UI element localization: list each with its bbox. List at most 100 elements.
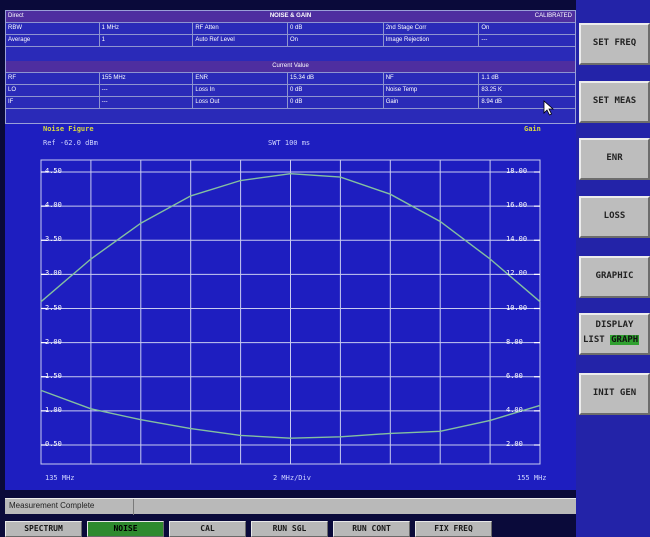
run-cont-softkey[interactable]: RUN CONT [333, 521, 410, 537]
gain-tick-label: 16.00 [506, 201, 528, 210]
graphic-label: GRAPHIC [595, 271, 634, 281]
setting-label: Image Rejection [383, 35, 480, 47]
status-divider [133, 499, 134, 515]
display-label: DISPLAY [595, 320, 634, 330]
calibration-status: CALIBRATED [534, 13, 572, 19]
gain-tick-label: 8.00 [506, 337, 523, 346]
mouse-cursor-icon [543, 100, 555, 116]
noise-figure-tick-label: 0.50 [45, 440, 62, 448]
noise-figure-tick-label: 2.50 [45, 303, 62, 312]
setting-label: RBW [6, 23, 100, 35]
setting-value: 0 dB [288, 23, 384, 35]
noise-figure-tick-label: 1.00 [45, 405, 62, 414]
noise-figure-tick-label: 3.50 [45, 235, 62, 244]
value-reading: --- [99, 97, 194, 109]
gain-tick-label: 6.00 [506, 371, 523, 380]
value-label: Noise Temp [383, 85, 480, 97]
set-meas-label: SET MEAS [592, 96, 637, 106]
gain-tick-label: 18.00 [506, 167, 528, 175]
setting-value: 1 [99, 35, 194, 47]
init-gen-softkey[interactable]: INIT GEN [579, 373, 650, 415]
gain-tick-label: 14.00 [506, 235, 528, 244]
noise-figure-tick-label: 4.50 [45, 167, 62, 175]
plot-grid [40, 159, 541, 465]
noise-figure-tick-label: 4.00 [45, 201, 62, 210]
value-label: Loss Out [193, 97, 289, 109]
measurement-title: NOISE & GAIN [269, 13, 312, 19]
graph-panel: Noise Figure Gain Ref -62.0 dBm SWT 100 … [5, 124, 576, 490]
setting-value: 1 MHz [99, 23, 194, 35]
measurement-info-table: Direct NOISE & GAIN CALIBRATED RBW 1 MHz… [5, 10, 576, 124]
setting-value: On [479, 23, 576, 35]
setting-label: 2nd Stage Corr [383, 23, 480, 35]
init-gen-label: INIT GEN [592, 388, 637, 398]
noise-figure-trace [40, 389, 541, 439]
setting-value: --- [479, 35, 576, 47]
value-reading: --- [99, 85, 194, 97]
noise-figure-title: Noise Figure [43, 125, 94, 133]
gain-title: Gain [524, 125, 541, 133]
current-value-title: Current Value [272, 63, 309, 69]
value-label: NF [383, 73, 480, 85]
noise-figure-tick-label: 1.50 [45, 371, 62, 380]
graph-option-selected: GRAPH [610, 335, 640, 345]
span-per-division: 2 MHz/Div [273, 474, 311, 482]
run-sgl-softkey[interactable]: RUN SGL [251, 521, 328, 537]
display-options: LIST GRAPH [583, 335, 648, 345]
setting-label: Auto Ref Level [193, 35, 289, 47]
loss-label: LOSS [603, 211, 626, 221]
noise-figure-tick-label: 3.00 [45, 269, 62, 278]
info-header-bar: Direct NOISE & GAIN CALIBRATED [6, 11, 575, 23]
value-row: LO --- Loss In 0 dB Noise Temp 83.25 K [6, 85, 576, 97]
gain-trace [40, 172, 541, 303]
current-value-bar: Current Value [6, 61, 575, 73]
setting-value: On [288, 35, 384, 47]
set-freq-label: SET FREQ [592, 38, 637, 48]
setting-label: Average [6, 35, 100, 47]
start-frequency: 135 MHz [45, 474, 75, 482]
enr-softkey[interactable]: ENR [579, 138, 650, 180]
value-reading: 83.25 K [479, 85, 576, 97]
list-option: LIST [583, 335, 605, 345]
status-message: Measurement Complete [9, 501, 95, 510]
reference-level: Ref -62.0 dBm [43, 139, 98, 147]
value-label: Loss In [193, 85, 289, 97]
noise-gain-plot [40, 159, 541, 465]
value-reading: 15.34 dB [288, 73, 384, 85]
value-reading: 155 MHz [99, 73, 194, 85]
value-label: Gain [383, 97, 480, 109]
value-row: RF 155 MHz ENR 15.34 dB NF 1.1 dB [6, 73, 576, 85]
graphic-softkey[interactable]: GRAPHIC [579, 256, 650, 298]
display-softkey[interactable]: DISPLAY LIST GRAPH [579, 313, 650, 355]
noise-softkey[interactable]: NOISE [87, 521, 164, 537]
value-label: RF [6, 73, 100, 85]
value-label: IF [6, 97, 100, 109]
value-reading: 8.94 dB [479, 97, 576, 109]
plot-traces [40, 172, 541, 439]
spectrum-softkey[interactable]: SPECTRUM [5, 521, 82, 537]
set-meas-softkey[interactable]: SET MEAS [579, 81, 650, 123]
sweep-time: SWT 100 ms [268, 139, 311, 147]
loss-softkey[interactable]: LOSS [579, 196, 650, 238]
settings-row: Average 1 Auto Ref Level On Image Reject… [6, 35, 576, 47]
gain-tick-label: 2.00 [506, 440, 523, 448]
enr-label: ENR [606, 153, 623, 163]
value-reading: 0 dB [288, 85, 384, 97]
gain-tick-label: 12.00 [506, 269, 528, 278]
set-freq-softkey[interactable]: SET FREQ [579, 23, 650, 65]
value-reading: 0 dB [288, 97, 384, 109]
fix-freq-softkey[interactable]: FIX FREQ [415, 521, 492, 537]
stop-frequency: 155 MHz [517, 474, 547, 482]
gain-tick-label: 10.00 [506, 303, 528, 312]
cal-softkey[interactable]: CAL [169, 521, 246, 537]
setting-label: RF Atten [193, 23, 289, 35]
value-row: IF --- Loss Out 0 dB Gain 8.94 dB [6, 97, 576, 109]
value-reading: 1.1 dB [479, 73, 576, 85]
settings-row: RBW 1 MHz RF Atten 0 dB 2nd Stage Corr O… [6, 23, 576, 35]
value-label: ENR [193, 73, 289, 85]
status-bar: Measurement Complete [5, 498, 576, 515]
gain-tick-label: 4.00 [506, 405, 523, 414]
value-label: LO [6, 85, 100, 97]
mode-label: Direct [8, 13, 24, 19]
noise-figure-tick-label: 2.00 [45, 337, 62, 346]
